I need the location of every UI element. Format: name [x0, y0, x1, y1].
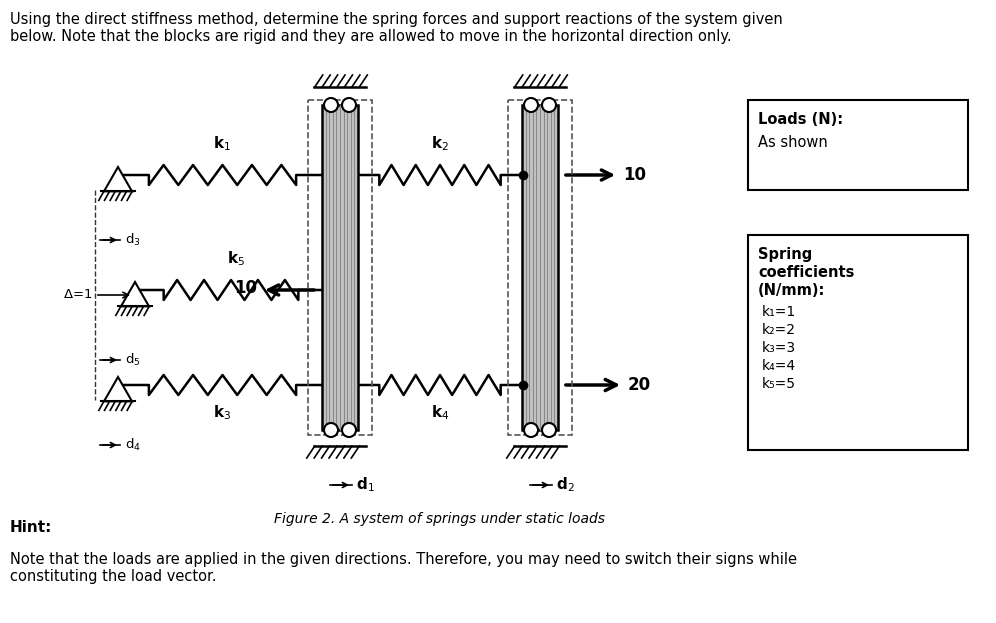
Text: k₂=2: k₂=2	[762, 323, 796, 337]
Text: Loads (N):: Loads (N):	[758, 112, 844, 127]
Text: 10: 10	[234, 279, 257, 297]
Circle shape	[542, 423, 556, 437]
Bar	[748, 235, 968, 450]
Text: coefficients: coefficients	[758, 265, 855, 280]
Text: k$_1$: k$_1$	[213, 135, 231, 153]
Circle shape	[542, 98, 556, 112]
Circle shape	[524, 98, 538, 112]
Bar	[508, 100, 572, 435]
Bar	[308, 100, 372, 435]
Text: d$_1$: d$_1$	[356, 475, 374, 494]
Text: (N/mm):: (N/mm):	[758, 283, 826, 298]
Circle shape	[342, 98, 356, 112]
Circle shape	[342, 423, 356, 437]
Text: k$_3$: k$_3$	[213, 403, 232, 422]
Text: k₁=1: k₁=1	[762, 305, 796, 319]
Circle shape	[324, 98, 338, 112]
Circle shape	[324, 423, 338, 437]
Text: k₅=5: k₅=5	[762, 377, 796, 391]
Text: d$_4$: d$_4$	[125, 437, 140, 453]
Text: k$_5$: k$_5$	[227, 249, 245, 268]
Circle shape	[524, 423, 538, 437]
Text: k₄=4: k₄=4	[762, 359, 796, 373]
Text: k$_2$: k$_2$	[431, 135, 449, 153]
Bar	[748, 100, 968, 190]
Bar	[322, 105, 358, 430]
Text: 10: 10	[623, 166, 646, 184]
Text: Note that the loads are applied in the given directions. Therefore, you may need: Note that the loads are applied in the g…	[10, 552, 797, 584]
Text: d$_5$: d$_5$	[125, 352, 140, 368]
Text: Figure 2. A system of springs under static loads: Figure 2. A system of springs under stat…	[275, 512, 606, 526]
Bar	[522, 105, 558, 430]
Text: k$_4$: k$_4$	[431, 403, 449, 422]
Text: d$_2$: d$_2$	[556, 475, 575, 494]
Text: Spring: Spring	[758, 247, 813, 262]
Text: k₃=3: k₃=3	[762, 341, 796, 355]
Text: $\Delta$=1: $\Delta$=1	[63, 288, 92, 302]
Text: Using the direct stiffness method, determine the spring forces and support react: Using the direct stiffness method, deter…	[10, 12, 783, 44]
Text: As shown: As shown	[758, 135, 828, 150]
Text: Hint:: Hint:	[10, 520, 53, 535]
Text: d$_3$: d$_3$	[125, 232, 140, 248]
Text: 20: 20	[628, 376, 651, 394]
